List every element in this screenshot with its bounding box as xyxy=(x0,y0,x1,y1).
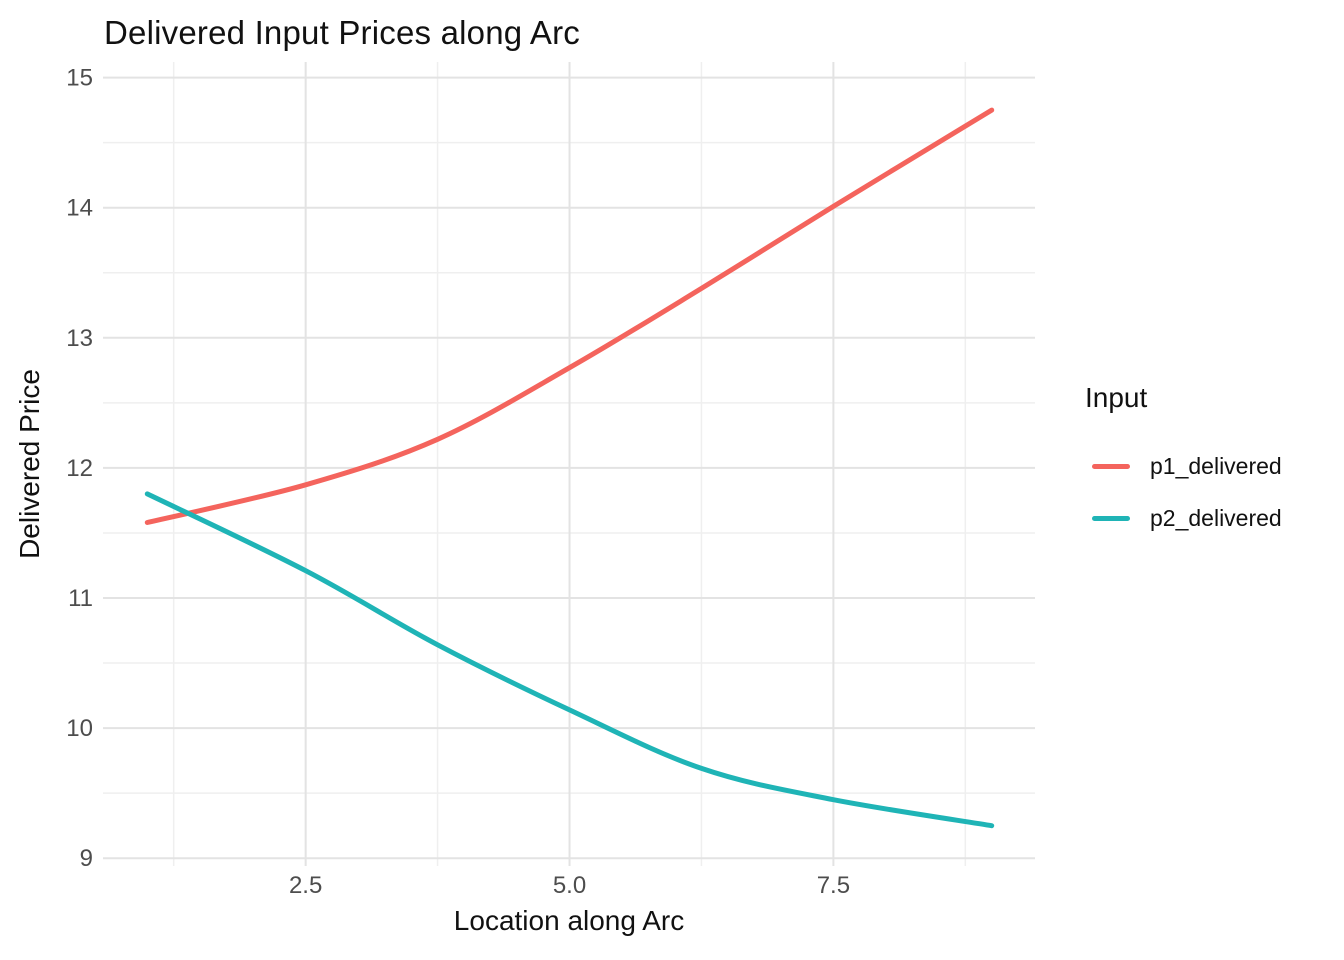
series-line-p1_delivered xyxy=(144,107,995,525)
y-tick-label: 14 xyxy=(66,195,93,222)
y-tick-label: 15 xyxy=(66,65,93,92)
y-tick-label: 11 xyxy=(68,585,93,612)
legend-label: p1_delivered xyxy=(1150,452,1282,479)
y-tick-label: 9 xyxy=(80,845,93,872)
legend-title: Input xyxy=(1085,382,1148,413)
x-tick-label: 7.5 xyxy=(817,872,850,899)
series-line-p2_delivered xyxy=(144,491,995,829)
legend: Input p1_delivered p2_delivered xyxy=(1085,381,1282,544)
legend-item: p2_delivered xyxy=(1085,492,1282,544)
y-tick-label: 12 xyxy=(66,455,93,482)
y-axis-title: Delivered Price xyxy=(14,369,45,559)
legend-swatch-p1-line-icon xyxy=(1092,463,1130,469)
y-tick-label: 10 xyxy=(66,715,93,742)
chart-title: Delivered Input Prices along Arc xyxy=(104,14,580,51)
y-tick-label: 13 xyxy=(66,325,93,352)
legend-item: p1_delivered xyxy=(1085,440,1282,492)
x-axis-title: Location along Arc xyxy=(453,905,685,936)
x-tick-label: 5.0 xyxy=(553,872,586,899)
legend-label: p2_delivered xyxy=(1150,504,1282,531)
legend-items: p1_delivered p2_delivered xyxy=(1085,440,1282,544)
x-tick-label: 2.5 xyxy=(289,872,322,899)
legend-swatch-p2-line-icon xyxy=(1092,515,1130,521)
